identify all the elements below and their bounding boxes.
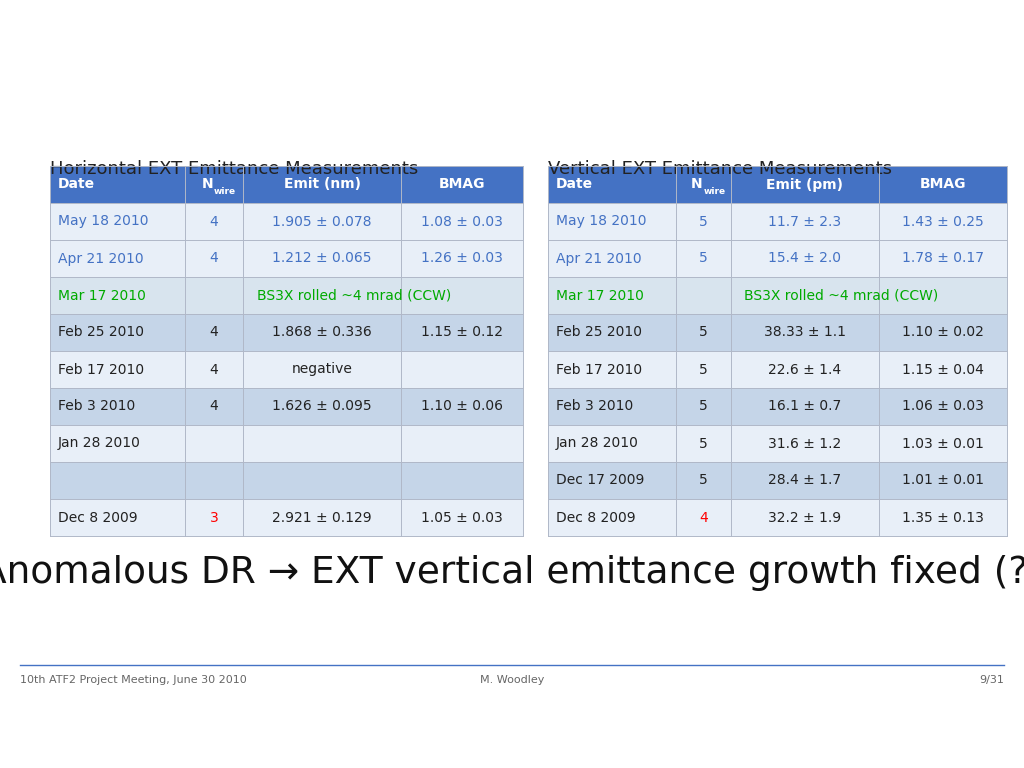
- Text: 5: 5: [699, 251, 708, 266]
- Text: Emit (nm): Emit (nm): [284, 177, 360, 191]
- Text: 1.15 ± 0.12: 1.15 ± 0.12: [421, 326, 503, 339]
- Text: BMAG: BMAG: [438, 177, 485, 191]
- Text: Date: Date: [556, 177, 593, 191]
- Text: Apr 21 2010: Apr 21 2010: [58, 251, 143, 266]
- Bar: [548, 388, 1007, 425]
- Text: BS3X rolled ~4 mrad (CCW): BS3X rolled ~4 mrad (CCW): [744, 289, 939, 303]
- Text: Feb 3 2010: Feb 3 2010: [556, 399, 633, 413]
- Text: 10th ATF2 Project Meeting, June 30 2010: 10th ATF2 Project Meeting, June 30 2010: [20, 675, 247, 685]
- Text: 1.03 ± 0.01: 1.03 ± 0.01: [902, 436, 984, 451]
- Text: 1.905 ± 0.078: 1.905 ± 0.078: [272, 214, 372, 229]
- Text: 22.6 ± 1.4: 22.6 ± 1.4: [768, 362, 842, 376]
- Bar: [548, 425, 1007, 462]
- Text: 3: 3: [210, 511, 218, 525]
- Text: BS3X rolled ~4 mrad (CCW): BS3X rolled ~4 mrad (CCW): [257, 289, 452, 303]
- Text: Vertical EXT Emittance Measurements: Vertical EXT Emittance Measurements: [548, 160, 892, 178]
- Text: N: N: [691, 177, 702, 190]
- Bar: [548, 277, 1007, 314]
- Text: Emit (pm): Emit (pm): [767, 177, 844, 191]
- Bar: [50, 462, 523, 499]
- Text: 1.06 ± 0.03: 1.06 ± 0.03: [902, 399, 984, 413]
- Text: May 18 2010: May 18 2010: [556, 214, 646, 229]
- Text: Dec 17 2009: Dec 17 2009: [556, 474, 644, 488]
- Text: 1.212 ± 0.065: 1.212 ± 0.065: [272, 251, 372, 266]
- Text: 2.921 ± 0.129: 2.921 ± 0.129: [272, 511, 372, 525]
- Text: wire: wire: [214, 187, 237, 197]
- Text: 5: 5: [699, 326, 708, 339]
- Text: Mar 17 2010: Mar 17 2010: [556, 289, 644, 303]
- Text: negative: negative: [292, 362, 352, 376]
- Text: Mar 17 2010: Mar 17 2010: [58, 289, 145, 303]
- Text: Anomalous DR → EXT vertical emittance growth fixed (?): Anomalous DR → EXT vertical emittance gr…: [0, 555, 1024, 591]
- Text: N: N: [202, 177, 213, 190]
- Bar: [548, 314, 1007, 351]
- Bar: [548, 203, 1007, 240]
- Text: wire: wire: [703, 187, 726, 197]
- Text: 1.26 ± 0.03: 1.26 ± 0.03: [421, 251, 503, 266]
- Text: May 18 2010: May 18 2010: [58, 214, 148, 229]
- Text: 11.7 ± 2.3: 11.7 ± 2.3: [768, 214, 842, 229]
- Text: 9/31: 9/31: [979, 675, 1004, 685]
- Text: BMAG: BMAG: [920, 177, 967, 191]
- Text: 15.4 ± 2.0: 15.4 ± 2.0: [768, 251, 842, 266]
- Text: Feb 25 2010: Feb 25 2010: [556, 326, 642, 339]
- Text: 1.35 ± 0.13: 1.35 ± 0.13: [902, 511, 984, 525]
- Text: 1.626 ± 0.095: 1.626 ± 0.095: [272, 399, 372, 413]
- Text: 1.01 ± 0.01: 1.01 ± 0.01: [902, 474, 984, 488]
- Text: 1.15 ± 0.04: 1.15 ± 0.04: [902, 362, 984, 376]
- Text: 1.43 ± 0.25: 1.43 ± 0.25: [902, 214, 984, 229]
- Text: Jan 28 2010: Jan 28 2010: [556, 436, 639, 451]
- Text: 4: 4: [210, 251, 218, 266]
- Text: 4: 4: [699, 511, 708, 525]
- Text: Apr 21 2010: Apr 21 2010: [556, 251, 642, 266]
- Text: 1.868 ± 0.336: 1.868 ± 0.336: [272, 326, 372, 339]
- Text: 5: 5: [699, 474, 708, 488]
- Bar: [548, 166, 1007, 203]
- Bar: [50, 388, 523, 425]
- Text: 28.4 ± 1.7: 28.4 ± 1.7: [768, 474, 842, 488]
- Bar: [50, 240, 523, 277]
- Text: 4: 4: [210, 399, 218, 413]
- Text: 1.10 ± 0.06: 1.10 ± 0.06: [421, 399, 503, 413]
- Bar: [50, 425, 523, 462]
- Text: M. Woodley: M. Woodley: [480, 675, 544, 685]
- Text: Feb 17 2010: Feb 17 2010: [58, 362, 144, 376]
- Text: Horizontal EXT Emittance Measurements: Horizontal EXT Emittance Measurements: [50, 160, 418, 178]
- Text: 32.2 ± 1.9: 32.2 ± 1.9: [768, 511, 842, 525]
- Text: 5: 5: [699, 362, 708, 376]
- Text: Dec 8 2009: Dec 8 2009: [556, 511, 636, 525]
- Text: 16.1 ± 0.7: 16.1 ± 0.7: [768, 399, 842, 413]
- Text: Feb 17 2010: Feb 17 2010: [556, 362, 642, 376]
- Text: 1.10 ± 0.02: 1.10 ± 0.02: [902, 326, 984, 339]
- Bar: [50, 203, 523, 240]
- Bar: [50, 314, 523, 351]
- Bar: [548, 351, 1007, 388]
- Text: 1.05 ± 0.03: 1.05 ± 0.03: [421, 511, 503, 525]
- Text: Dec 8 2009: Dec 8 2009: [58, 511, 137, 525]
- Text: Date: Date: [58, 177, 95, 191]
- Bar: [50, 277, 523, 314]
- Text: 1.78 ± 0.17: 1.78 ± 0.17: [902, 251, 984, 266]
- Bar: [50, 166, 523, 203]
- Bar: [548, 499, 1007, 536]
- Text: 5: 5: [699, 399, 708, 413]
- Bar: [548, 240, 1007, 277]
- Text: 1.08 ± 0.03: 1.08 ± 0.03: [421, 214, 503, 229]
- Text: 5: 5: [699, 214, 708, 229]
- Text: 5: 5: [699, 436, 708, 451]
- Text: 4: 4: [210, 326, 218, 339]
- Bar: [548, 462, 1007, 499]
- Text: 4: 4: [210, 362, 218, 376]
- Bar: [50, 499, 523, 536]
- Bar: [50, 351, 523, 388]
- Text: Feb 25 2010: Feb 25 2010: [58, 326, 144, 339]
- Text: Feb 3 2010: Feb 3 2010: [58, 399, 135, 413]
- Text: 4: 4: [210, 214, 218, 229]
- Text: 38.33 ± 1.1: 38.33 ± 1.1: [764, 326, 846, 339]
- Text: Jan 28 2010: Jan 28 2010: [58, 436, 141, 451]
- Text: 31.6 ± 1.2: 31.6 ± 1.2: [768, 436, 842, 451]
